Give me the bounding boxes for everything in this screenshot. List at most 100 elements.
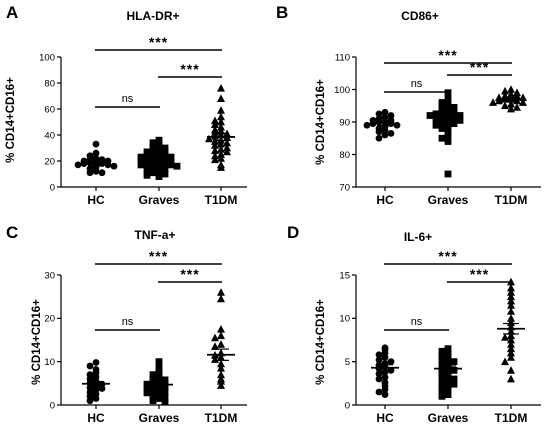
data-point [217,294,225,303]
data-point [143,385,151,392]
data-point [211,141,219,149]
panel-d: D IL-6+ % CD14+CD16+ 0 5 10 15 HC Graves T1DM n… [287,223,541,425]
y-tick-label: 90 [339,117,350,128]
panel-a: A HLA-DR+ % CD14+CD16+ 0 20 40 60 80 100 HC Gra… [5,3,247,207]
data-point [381,113,389,121]
data-point [211,355,219,363]
x-tick-label: Graves [139,411,180,425]
data-point [507,283,515,292]
data-point [92,168,100,175]
data-point [507,318,515,327]
data-point [444,345,452,353]
data-point [155,373,163,381]
data-point [432,110,440,118]
data-point [161,144,169,152]
data-point [223,147,231,156]
data-point [444,131,452,139]
data-point [381,373,389,381]
data-point [217,154,225,162]
data-point [149,387,157,395]
data-point [223,138,231,147]
data-point [450,380,458,388]
panel-c: C TNF-a+ % CD14+CD16+ 0 10 20 30 HC Graves T1D… [6,223,247,425]
data-point [501,86,509,95]
data-point [161,165,169,173]
data-point [217,324,225,333]
data-point [507,348,515,357]
data-point [217,139,225,148]
y-tick-label: 0 [345,400,350,411]
y-tick-label: 40 [44,130,55,141]
panel-label: B [276,3,288,22]
data-point [507,314,515,322]
data-point [155,358,163,366]
data-point [450,375,458,383]
data-point [444,382,452,390]
data-point [387,358,395,366]
data-point [217,370,225,379]
data-point [444,372,452,379]
y-tick-label: 110 [335,52,350,63]
data-point [507,85,515,93]
data-point [92,149,100,157]
data-point [155,158,163,166]
data-point [217,150,225,158]
data-point [513,103,521,111]
data-point [161,376,169,384]
data-point [217,363,225,372]
data-point [217,331,225,340]
data-point [438,352,446,359]
data-point [161,398,169,405]
data-point [507,353,515,361]
data-point [155,149,163,157]
x-tick-label: HC [376,193,394,207]
panel-title: TNF-a+ [134,228,175,242]
data-point [381,386,389,393]
data-point [161,170,169,178]
data-point [143,389,151,397]
data-point [149,158,157,166]
data-point [211,116,219,125]
data-point [155,369,163,376]
data-point [375,375,383,383]
data-point [381,126,389,134]
x-tick-label: T1DM [205,193,238,207]
x-tick-label: HC [87,193,105,207]
data-point [92,395,100,402]
data-point [161,388,169,396]
x-tick-label: Graves [428,193,469,207]
data-point [217,106,225,114]
significance-label: *** [180,61,199,77]
data-point [155,168,163,175]
y-tick-label: 10 [339,314,350,325]
data-point [444,353,452,361]
y-tick-label: 20 [44,314,55,325]
data-point [155,377,163,385]
data-point [444,391,452,398]
data-point [507,366,515,374]
data-point [444,368,452,376]
data-point [149,397,157,405]
data-point [444,95,452,103]
data-point [426,112,434,119]
data-point [173,162,181,170]
data-point [432,115,440,123]
data-point [161,151,169,158]
y-axis-label: % CD14+CD16+ [315,79,327,165]
data-point [507,307,515,315]
y-tick-label: 70 [339,182,350,193]
data-point [167,161,175,169]
data-point [98,385,106,392]
data-point [211,151,219,160]
y-tick-label: 20 [44,156,55,167]
panel-b: B CD86+ % CD14+CD16+ 70 80 90 100 110 HC Grave… [276,3,541,207]
data-point [155,362,163,370]
data-point [211,333,219,342]
y-tick-label: 0 [50,182,55,193]
data-point [444,108,452,116]
x-tick-label: Graves [139,193,180,207]
data-point [507,99,515,108]
plot-area: 70 80 90 100 110 HC Graves T1DM ns *** *** [334,47,541,207]
data-point [149,143,157,151]
